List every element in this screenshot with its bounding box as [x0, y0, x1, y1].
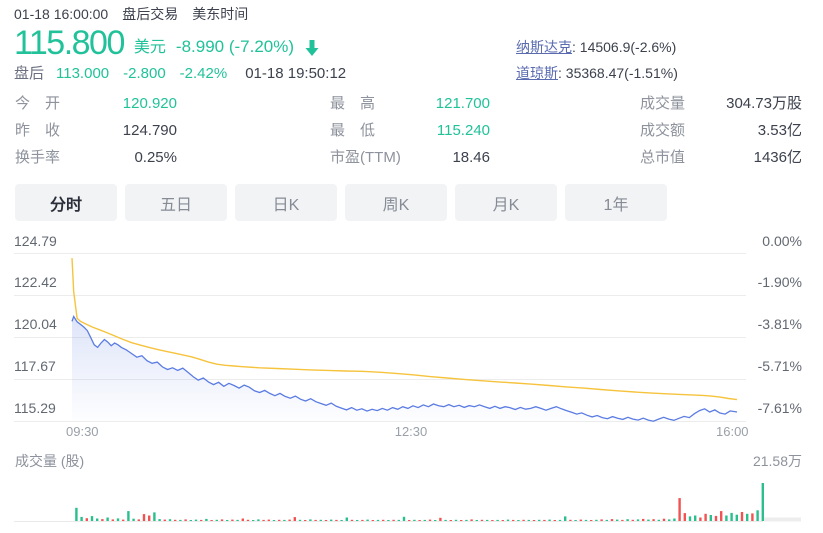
price-area [72, 316, 737, 422]
down-arrow-icon [305, 40, 319, 56]
stat-pe-label: 市盈(TTM) [330, 149, 401, 166]
stat-amount-row: 成交额 3.53亿 [640, 117, 802, 144]
stat-amount-label: 成交额 [640, 122, 686, 139]
stat-amount-value: 3.53亿 [757, 122, 802, 139]
stats-column-3: 成交量 304.73万股 成交额 3.53亿 总市值 1436亿 [640, 90, 802, 171]
index-dow-value: : 35368.47(-1.51%) [558, 65, 678, 81]
tab-1year[interactable]: 1年 [565, 184, 667, 221]
x-axis-label: 12:30 [394, 424, 428, 439]
y-axis-price-label: 124.79 [14, 233, 57, 249]
index-nasdaq-row: 纳斯达克: 14506.9(-2.6%) [516, 34, 678, 60]
tab-minute[interactable]: 分时 [15, 184, 117, 221]
tab-monthly-k[interactable]: 月K [455, 184, 557, 221]
header-datetime-row: 01-18 16:00:00 盘后交易 美东时间 [14, 4, 262, 24]
market-indices: 纳斯达克: 14506.9(-2.6%) 道琼斯: 35368.47(-1.51… [516, 34, 678, 86]
stat-low-label: 最 低 [330, 122, 376, 139]
stat-low-row: 最 低 115.240 [330, 117, 490, 144]
volume-bars [75, 483, 764, 521]
afterhours-change-pct: -2.42% [179, 65, 228, 82]
y-axis-price-label: 122.42 [14, 274, 57, 290]
stat-turnover-row: 换手率 0.25% [15, 144, 177, 171]
volume-axis-strip [764, 517, 801, 522]
stat-low-value: 115.240 [436, 122, 490, 139]
timezone-label: 美东时间 [192, 6, 249, 22]
stat-open-label: 今 开 [15, 95, 61, 112]
volume-max-label: 21.58万 [752, 453, 802, 469]
x-axis-label: 16:00 [716, 424, 749, 439]
afterhours-label: 盘后 [14, 65, 45, 82]
afterhours-time: 01-18 19:50:12 [245, 65, 347, 82]
y-axis-pct-label: 0.00% [762, 233, 802, 249]
stat-open-value: 120.920 [122, 95, 177, 112]
currency-label: 美元 [133, 39, 166, 56]
afterhours-row: 盘后 113.000 -2.800 -2.42% 01-18 19:50:12 [14, 62, 346, 83]
stat-marketcap-label: 总市值 [640, 149, 686, 166]
stat-pe-row: 市盈(TTM) 18.46 [330, 144, 490, 171]
volume-title: 成交量 (股) [15, 453, 85, 469]
y-axis-pct-label: -5.71% [757, 358, 802, 374]
y-axis-pct-label: -3.81% [757, 316, 802, 332]
period-tab-bar: 分时 五日 日K 周K 月K 1年 [15, 184, 675, 221]
y-axis-pct-label: -1.90% [757, 274, 802, 290]
chart-plot[interactable] [0, 233, 823, 533]
x-axis-label: 09:30 [66, 424, 99, 439]
tab-daily-k[interactable]: 日K [235, 184, 337, 221]
price-line [71, 315, 738, 422]
stat-high-value: 121.700 [435, 95, 490, 112]
price-change: -8.990 (-7.20%) [175, 37, 295, 56]
index-dow-link[interactable]: 道琼斯 [516, 65, 558, 81]
stat-volume-value: 304.73万股 [726, 95, 802, 112]
y-axis-price-label: 115.29 [14, 400, 56, 416]
stats-column-1: 今 开 120.920 昨 收 124.790 换手率 0.25% [15, 90, 177, 171]
index-nasdaq-link[interactable]: 纳斯达克 [516, 39, 572, 55]
y-axis-price-label: 120.04 [14, 316, 57, 332]
datetime-label: 01-18 16:00:00 [14, 6, 109, 22]
stat-open-row: 今 开 120.920 [15, 90, 177, 117]
stat-volume-label: 成交量 [640, 95, 686, 112]
stat-turnover-value: 0.25% [134, 149, 177, 166]
tab-weekly-k[interactable]: 周K [345, 184, 447, 221]
stat-marketcap-value: 1436亿 [753, 149, 802, 166]
stat-volume-row: 成交量 304.73万股 [640, 90, 802, 117]
stat-high-label: 最 高 [330, 95, 376, 112]
stat-high-row: 最 高 121.700 [330, 90, 490, 117]
stat-prevclose-row: 昨 收 124.790 [15, 117, 177, 144]
price-row: 115.800 美元 -8.990 (-7.20%) [14, 24, 322, 60]
stat-pe-value: 18.46 [452, 149, 490, 166]
stat-prevclose-label: 昨 收 [15, 122, 61, 139]
stats-column-2: 最 高 121.700 最 低 115.240 市盈(TTM) 18.46 [330, 90, 490, 171]
intraday-chart: 124.79 122.42 120.04 117.67 115.29 0.00%… [0, 233, 823, 533]
stat-prevclose-value: 124.790 [122, 122, 177, 139]
afterhours-price: 113.000 [56, 65, 110, 82]
index-dow-row: 道琼斯: 35368.47(-1.51%) [516, 60, 678, 86]
current-price: 115.800 [14, 24, 125, 62]
index-nasdaq-value: : 14506.9(-2.6%) [572, 39, 677, 55]
y-axis-pct-label: -7.61% [757, 400, 802, 416]
y-axis-price-label: 117.67 [14, 358, 56, 374]
session-label: 盘后交易 [122, 6, 179, 22]
tab-5day[interactable]: 五日 [125, 184, 227, 221]
stat-turnover-label: 换手率 [15, 149, 61, 166]
afterhours-change: -2.800 [123, 65, 166, 82]
stat-marketcap-row: 总市值 1436亿 [640, 144, 802, 171]
avg-line [71, 258, 738, 401]
